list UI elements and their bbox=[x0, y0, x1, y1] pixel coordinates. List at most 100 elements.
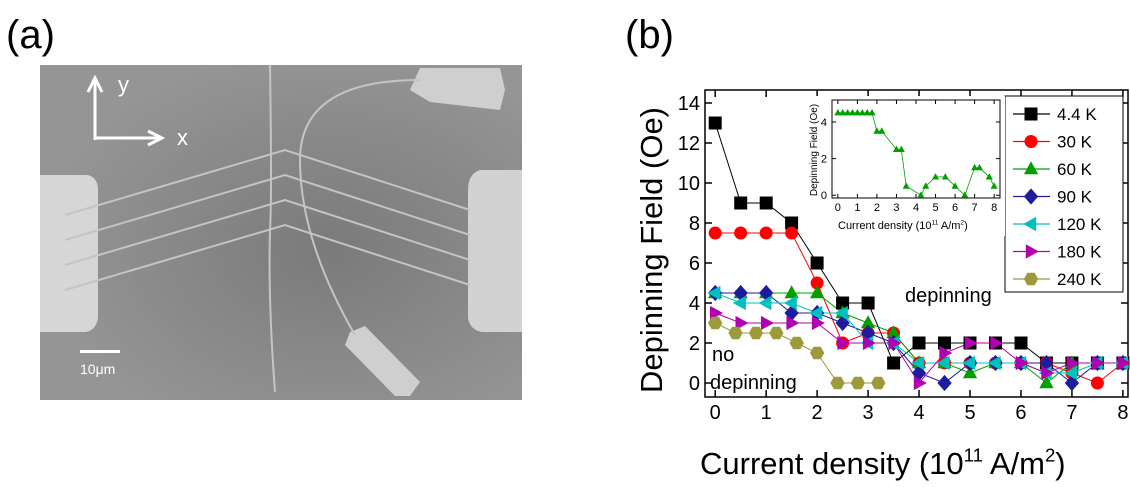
marker bbox=[1092, 355, 1106, 371]
y-tick-label: 0 bbox=[821, 190, 827, 202]
marker bbox=[937, 374, 952, 392]
marker bbox=[938, 336, 951, 350]
marker bbox=[830, 376, 845, 390]
x-tick-label: 8 bbox=[991, 202, 997, 214]
x-tick-label: 6 bbox=[952, 202, 958, 214]
marker bbox=[734, 196, 748, 210]
marker bbox=[936, 355, 950, 371]
marker bbox=[941, 173, 949, 180]
x-tick-label: 0 bbox=[710, 402, 721, 424]
marker bbox=[1117, 355, 1130, 371]
axis-label-part: ) bbox=[1055, 446, 1065, 481]
x-tick-label: 2 bbox=[874, 202, 880, 214]
marker bbox=[990, 182, 998, 189]
marker bbox=[892, 145, 900, 152]
axis-label-part: Current density (10 bbox=[838, 220, 932, 232]
panel-label: (b) bbox=[625, 13, 674, 57]
marker bbox=[769, 326, 784, 340]
marker bbox=[785, 216, 799, 230]
marker bbox=[886, 325, 901, 339]
marker bbox=[939, 345, 953, 361]
marker bbox=[784, 285, 799, 299]
x-tick-label: 4 bbox=[913, 202, 919, 214]
marker bbox=[735, 315, 749, 331]
marker bbox=[1015, 355, 1029, 371]
marker bbox=[783, 295, 797, 311]
scale-bar-label: 10μm bbox=[80, 361, 115, 377]
marker bbox=[1023, 272, 1039, 286]
marker bbox=[708, 226, 722, 240]
marker bbox=[1025, 244, 1039, 259]
axis-label-part: ) bbox=[964, 220, 968, 232]
marker bbox=[897, 145, 905, 152]
legend-label: 240 K bbox=[1057, 270, 1102, 289]
axis-label: y bbox=[118, 72, 129, 97]
marker bbox=[834, 305, 848, 321]
marker bbox=[1023, 216, 1037, 232]
marker bbox=[1066, 355, 1080, 371]
annotation: no bbox=[712, 344, 734, 366]
marker bbox=[1039, 375, 1054, 389]
x-tick-label: 1 bbox=[761, 402, 772, 424]
marker bbox=[786, 315, 800, 331]
x-tick-label: 6 bbox=[1015, 402, 1026, 424]
marker bbox=[844, 109, 852, 116]
marker bbox=[990, 335, 1004, 351]
marker bbox=[985, 173, 993, 180]
marker bbox=[761, 315, 774, 331]
marker bbox=[810, 276, 824, 290]
marker bbox=[839, 109, 847, 116]
legend-label: 90 K bbox=[1057, 188, 1093, 207]
axis-label: x bbox=[177, 125, 188, 150]
marker bbox=[913, 375, 927, 391]
marker bbox=[811, 315, 825, 331]
marker bbox=[1023, 161, 1039, 175]
marker bbox=[708, 116, 722, 130]
legend-label: 120 K bbox=[1057, 215, 1102, 234]
marker bbox=[1090, 376, 1104, 390]
y-tick-label: 8 bbox=[689, 213, 700, 235]
marker bbox=[868, 109, 876, 116]
marker bbox=[863, 109, 871, 116]
marker bbox=[878, 127, 886, 134]
x-tick-label: 5 bbox=[964, 402, 975, 424]
marker bbox=[911, 355, 925, 371]
marker bbox=[708, 316, 723, 330]
legend-frame bbox=[1004, 95, 1124, 293]
x-tick-label: 2 bbox=[812, 402, 823, 424]
x-tick-label: 0 bbox=[835, 202, 841, 214]
x-tick-label: 4 bbox=[913, 402, 924, 424]
marker bbox=[853, 109, 861, 116]
legend-label: 30 K bbox=[1057, 133, 1093, 152]
y-tick-label: 14 bbox=[678, 93, 700, 115]
x-tick-label: 8 bbox=[1117, 402, 1128, 424]
x-tick-label: 7 bbox=[972, 202, 978, 214]
marker bbox=[785, 226, 799, 240]
marker bbox=[748, 326, 764, 340]
legend: 4.4 K 30 K 60 K 90 K 120 K 180 K 240 K bbox=[1004, 95, 1124, 293]
marker bbox=[732, 295, 746, 311]
marker bbox=[871, 376, 886, 390]
marker bbox=[1041, 365, 1055, 381]
marker bbox=[902, 182, 910, 189]
marker bbox=[810, 346, 825, 360]
marker bbox=[758, 295, 772, 311]
marker bbox=[834, 109, 842, 116]
marker bbox=[835, 314, 850, 332]
annotation: depinning bbox=[905, 285, 992, 307]
y-tick-label: 0 bbox=[689, 373, 700, 395]
marker bbox=[964, 335, 978, 351]
y-tick-label: 4 bbox=[689, 293, 700, 315]
marker bbox=[861, 296, 875, 310]
legend-label: 180 K bbox=[1057, 243, 1102, 262]
marker bbox=[759, 196, 773, 210]
legend-label: 60 K bbox=[1057, 160, 1093, 179]
annotation: depinning bbox=[710, 372, 797, 394]
axis-label-part: 2 bbox=[960, 220, 964, 227]
marker bbox=[810, 256, 824, 270]
marker bbox=[710, 305, 723, 321]
marker bbox=[1064, 365, 1078, 381]
marker bbox=[1064, 374, 1080, 392]
